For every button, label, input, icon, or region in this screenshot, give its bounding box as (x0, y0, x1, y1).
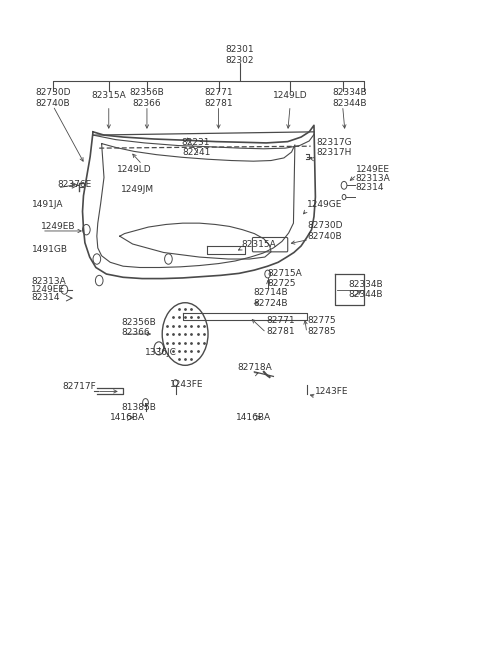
Text: 82356B
82366: 82356B 82366 (130, 88, 164, 107)
Text: 1249EB: 1249EB (40, 222, 75, 231)
Text: 1249LD: 1249LD (117, 165, 151, 174)
Text: 82714B
82724B: 82714B 82724B (253, 288, 288, 308)
Text: 1249JM: 1249JM (121, 185, 154, 194)
Text: 1243FE: 1243FE (170, 381, 204, 389)
Text: 82730D
82740B: 82730D 82740B (35, 88, 71, 107)
Text: 82313A: 82313A (31, 277, 66, 286)
Text: 82771
82781: 82771 82781 (266, 316, 295, 336)
Text: 81385B: 81385B (121, 403, 156, 411)
Text: 82301
82302: 82301 82302 (226, 45, 254, 65)
Text: 82718A: 82718A (237, 364, 272, 373)
Text: 82356B
82366: 82356B 82366 (121, 318, 156, 337)
Text: 1249GE: 1249GE (307, 200, 342, 210)
Text: 82317G
82317H: 82317G 82317H (316, 138, 352, 157)
Text: 1491GB: 1491GB (33, 245, 69, 253)
Text: 1249EE: 1249EE (31, 285, 65, 294)
Text: 1249LD: 1249LD (273, 92, 307, 100)
Text: 82717F: 82717F (62, 382, 96, 390)
Text: 82231
82241: 82231 82241 (182, 138, 210, 157)
Text: 1336JC: 1336JC (145, 348, 177, 357)
Text: 82730D
82740B: 82730D 82740B (308, 221, 343, 240)
Text: 1249EE: 1249EE (356, 165, 389, 174)
Text: 82715A
82725: 82715A 82725 (268, 269, 302, 288)
Text: 82314: 82314 (356, 183, 384, 193)
Text: 82314: 82314 (31, 293, 60, 302)
Text: 82315A: 82315A (241, 240, 276, 248)
Text: 82315A: 82315A (91, 92, 126, 100)
Text: 82313A: 82313A (356, 174, 390, 183)
Text: 1416BA: 1416BA (110, 413, 145, 422)
Text: 82771
82781: 82771 82781 (204, 88, 233, 107)
Text: 82334B
82344B: 82334B 82344B (349, 280, 384, 299)
Text: 1491JA: 1491JA (33, 200, 64, 210)
Text: 82376E: 82376E (58, 179, 92, 189)
Text: 82775
82785: 82775 82785 (308, 316, 336, 336)
Text: 1416BA: 1416BA (236, 413, 271, 422)
Text: 82334B
82344B: 82334B 82344B (333, 88, 367, 107)
Text: 1243FE: 1243FE (315, 387, 349, 396)
